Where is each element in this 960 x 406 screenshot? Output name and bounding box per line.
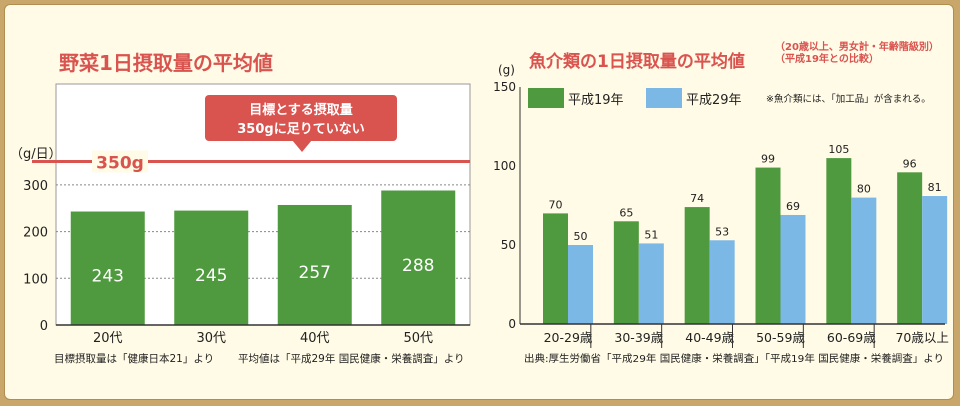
legend-label-2007: 平成19年 (568, 93, 624, 108)
seafood-y-tick-label: 150 (493, 80, 516, 94)
seafood-bar (755, 167, 781, 324)
vegetable-x-tick-label: 30代 (196, 331, 226, 346)
seafood-footnote: ※魚介類には、「加工品」が含まれる。 (766, 93, 931, 105)
seafood-x-tick-label: 40-49歳 (685, 330, 734, 345)
seafood-bar-value-label: 74 (690, 192, 704, 205)
seafood-bar-value-label: 51 (644, 228, 658, 241)
target-line-label: 350g (96, 154, 144, 174)
vegetable-x-tick-label: 50代 (403, 331, 433, 346)
seafood-source: 出典:厚生労働省「平成29年 国民健康・栄養調査」「平成19年 国民健康・栄養調… (524, 352, 944, 365)
seafood-bar (922, 196, 948, 324)
seafood-bar (851, 197, 877, 324)
vegetable-y-tick-label: 100 (23, 272, 48, 287)
seafood-bar-value-label: 70 (549, 198, 563, 211)
seafood-bar-value-label: 53 (715, 225, 729, 238)
seafood-bar (638, 243, 664, 324)
seafood-bar (568, 245, 593, 324)
vegetable-bar (70, 211, 145, 325)
seafood-y-tick-label: 0 (508, 317, 516, 331)
seafood-x-tick-label: 70歳以上 (895, 330, 948, 345)
seafood-x-tick-label: 20-29歳 (544, 330, 593, 345)
seafood-y-tick-label: 100 (493, 159, 516, 173)
seafood-x-tick-label: 60-69歳 (827, 330, 876, 345)
seafood-bar-value-label: 96 (903, 157, 917, 170)
seafood-bar (780, 214, 806, 324)
seafood-bar-value-label: 65 (619, 206, 633, 219)
target-callout-pointer (292, 140, 312, 152)
seafood-bar (684, 207, 710, 324)
vegetable-x-tick-label: 20代 (93, 331, 123, 346)
vegetable-x-tick-label: 40代 (300, 331, 330, 346)
legend-label-2017: 平成29年 (686, 93, 742, 108)
vegetable-y-tick-label: 300 (23, 179, 48, 194)
vegetable-y-tick-label: 200 (23, 226, 48, 241)
seafood-bar (543, 213, 568, 324)
seafood-y-tick-label: 50 (501, 238, 516, 252)
seafood-bar-value-label: 81 (928, 181, 942, 194)
vegetable-bar-value-label: 257 (299, 263, 331, 283)
seafood-note-line-1: （20歳以上、男女計・年齢階級別） (775, 42, 939, 53)
seafood-bar-value-label: 69 (786, 200, 800, 213)
seafood-chart-note: （20歳以上、男女計・年齢階級別） （平成19年との比較） (775, 42, 939, 66)
legend-swatch-2007 (528, 88, 564, 108)
vegetable-source-right: 平均値は「平成29年 国民健康・栄養調査」より (238, 352, 465, 365)
seafood-chart-title: 魚介類の1日摂取量の平均値 (529, 52, 745, 72)
vegetable-bar-value-label: 245 (195, 266, 227, 286)
vegetable-bar-value-label: 288 (402, 256, 434, 276)
seafood-bar (709, 240, 735, 324)
seafood-bar-value-label: 50 (574, 230, 588, 243)
vegetable-bar (277, 204, 352, 325)
seafood-bar (613, 221, 639, 324)
vegetable-chart-title: 野菜1日摂取量の平均値 (59, 51, 273, 75)
seafood-bar-value-label: 99 (761, 153, 775, 166)
seafood-x-tick-label: 30-39歳 (614, 330, 663, 345)
vegetable-y-tick-label: 0 (40, 319, 48, 334)
vegetable-bar (381, 190, 456, 325)
seafood-x-tick-label: 50-59歳 (756, 330, 805, 345)
legend-swatch-2017 (646, 88, 682, 108)
seafood-bar-value-label: 80 (857, 183, 871, 196)
callout-line-2: 350gに足りていない (237, 122, 364, 137)
seafood-y-unit: (g) (498, 63, 515, 77)
vegetable-bar (174, 210, 249, 325)
vegetable-source-left: 目標摂取量は「健康日本21」より (54, 352, 214, 365)
vegetable-y-unit: （g/日） (10, 147, 62, 162)
callout-line-1: 目標とする摂取量 (249, 102, 353, 118)
target-callout (205, 95, 397, 141)
seafood-bar (826, 158, 852, 324)
seafood-note-line-2: （平成19年との比較） (775, 54, 879, 65)
target-label-bg (92, 150, 148, 173)
vegetable-bar-value-label: 243 (92, 266, 124, 286)
seafood-bar-value-label: 105 (828, 143, 849, 156)
seafood-bar (897, 172, 923, 324)
